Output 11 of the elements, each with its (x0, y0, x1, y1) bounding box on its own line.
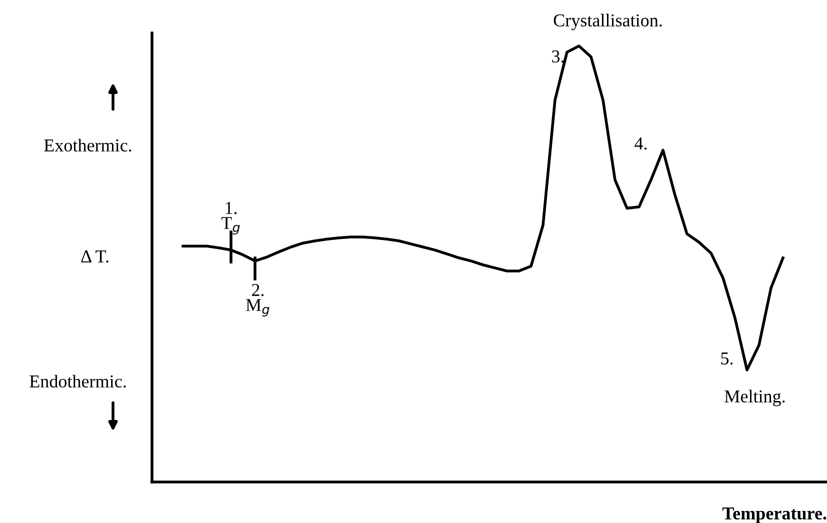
x-axis-title: Temperature. (722, 508, 826, 523)
text: Crystallisation. (554, 14, 662, 30)
annotation: 4. (634, 137, 647, 150)
annotation: 3. (552, 50, 564, 63)
y-axis-title: Δ T. (81, 250, 108, 263)
annotation: 2. M$_{g}$ (246, 284, 270, 317)
annotation: 5. (721, 352, 733, 365)
text: Endothermic. (30, 374, 126, 388)
text: Exothermic. (44, 138, 132, 152)
annotation: Melting. (724, 390, 785, 406)
annotation: 1. T$_{g}$ (221, 202, 240, 235)
